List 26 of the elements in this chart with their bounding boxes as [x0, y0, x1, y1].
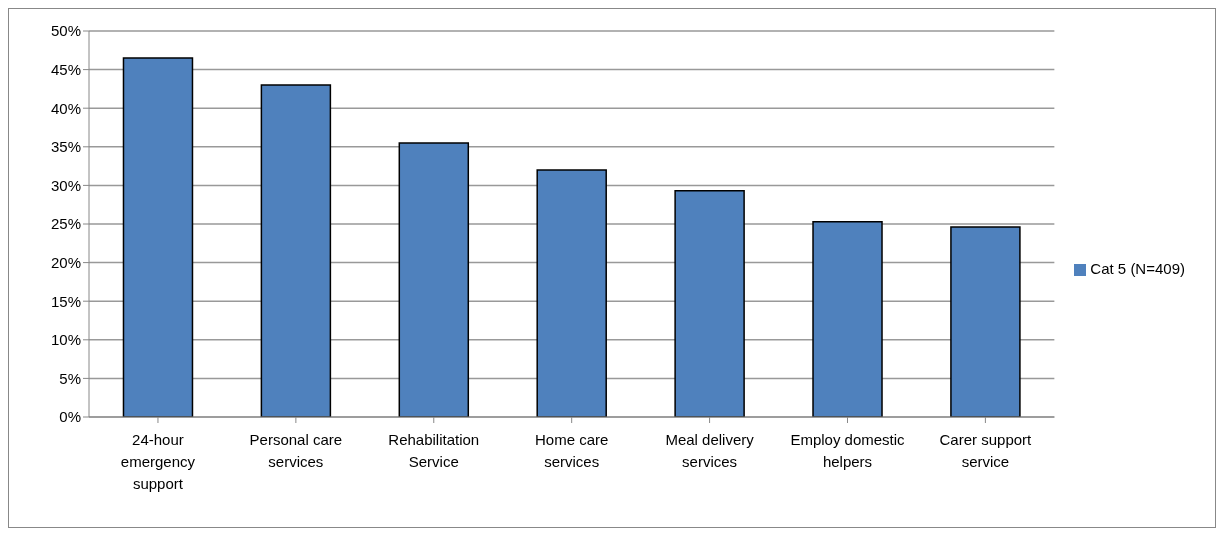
bar	[674, 190, 745, 417]
x-tick-label: Personal care services	[249, 431, 343, 470]
legend-label: Cat 5 (N=409)	[1090, 259, 1185, 277]
y-tick-label: 35%	[50, 138, 81, 156]
y-tick-label: 15%	[50, 292, 81, 310]
y-tick-label: 10%	[50, 331, 81, 349]
x-tick-label: 24-hour emergency support	[120, 431, 196, 492]
bar	[812, 220, 883, 417]
x-tick-label: Home care services	[535, 431, 609, 470]
bar	[122, 57, 194, 417]
y-tick-label: 25%	[50, 215, 81, 233]
y-tick-label: 0%	[59, 408, 81, 426]
x-tick-label: Carer support service	[939, 431, 1033, 470]
bar	[950, 226, 1021, 417]
bar	[260, 84, 332, 417]
y-tick-label: 50%	[50, 22, 81, 40]
y-tick-label: 40%	[50, 99, 81, 117]
y-tick-label: 45%	[50, 60, 81, 78]
y-tick-label: 5%	[59, 369, 81, 387]
x-tick-label: Rehabilitation Service	[388, 431, 480, 470]
bar	[398, 142, 470, 417]
x-tick-label: Employ domestic helpers	[790, 431, 906, 470]
y-tick-label: 30%	[50, 176, 81, 194]
bar	[536, 169, 607, 417]
x-tick-label: Meal delivery services	[665, 431, 755, 470]
y-tick-label: 20%	[50, 253, 81, 271]
